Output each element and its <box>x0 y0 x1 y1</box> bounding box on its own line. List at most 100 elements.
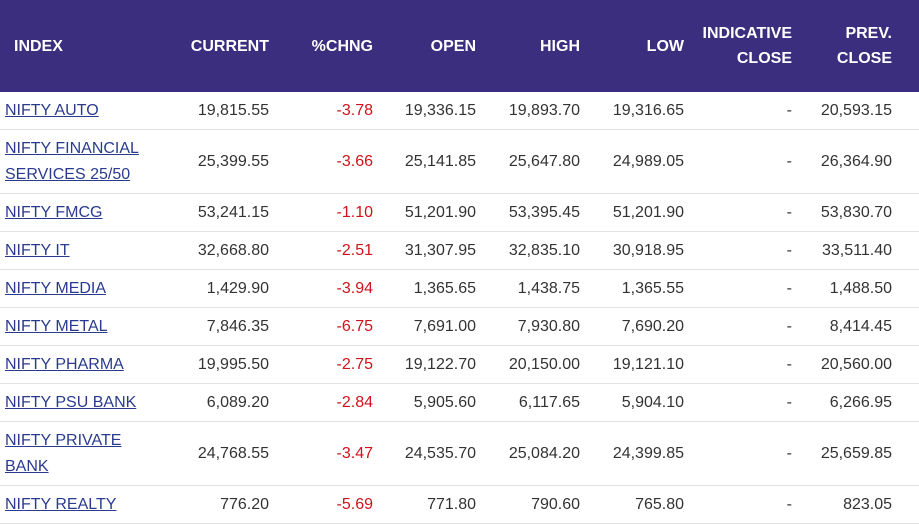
index-link[interactable]: NIFTY MEDIA <box>5 279 107 297</box>
table-row: NIFTY PRIVATE BANK 24,768.55 -3.47 24,535.7… <box>0 421 919 486</box>
index-link[interactable]: NIFTY REALTY <box>5 495 117 513</box>
value-cell: 19,122.70 <box>373 345 476 384</box>
value-cell: -3.94 <box>269 269 373 308</box>
value-cell: 25,141.85 <box>373 129 476 194</box>
value-cell: 1,365.65 <box>373 269 476 308</box>
value-cell: 20,150.00 <box>476 345 580 384</box>
table-body: NIFTY AUTO 19,815.55 -3.78 19,336.15 19,893.… <box>0 92 919 524</box>
column-header[interactable]: CURRENT <box>160 0 269 92</box>
value-cell: 7,930.80 <box>476 307 580 346</box>
value-cell: -6.75 <box>269 307 373 346</box>
table-row: NIFTY AUTO 19,815.55 -3.78 19,336.15 19,893.… <box>0 92 919 130</box>
value-cell: 7,690.20 <box>580 307 684 346</box>
value-cell: 51,201.90 <box>580 193 684 232</box>
value-cell: 25,399.55 <box>160 129 269 194</box>
header-row: INDEX CURRENT %CHNG OPEN HIGH LOW INDICATIVE C… <box>0 0 919 92</box>
value-cell: -2.51 <box>269 231 373 270</box>
value-cell: 8,414.45 <box>792 307 919 346</box>
column-header[interactable]: INDICATIVE CLOSE <box>684 0 792 92</box>
value-cell: 5,904.10 <box>580 383 684 422</box>
value-cell: 53,241.15 <box>160 193 269 232</box>
value-cell: 31,307.95 <box>373 231 476 270</box>
value-cell: 32,835.10 <box>476 231 580 270</box>
value-cell: 6,117.65 <box>476 383 580 422</box>
value-cell: -3.78 <box>269 92 373 130</box>
column-header[interactable]: INDEX <box>0 0 160 92</box>
value-cell: - <box>684 269 792 308</box>
column-header-label: CURRENT <box>190 37 269 55</box>
index-link[interactable]: NIFTY AUTO <box>5 101 99 119</box>
index-link[interactable]: NIFTY PRIVATE BANK <box>5 431 122 475</box>
value-cell: 765.80 <box>580 485 684 524</box>
value-cell: 19,893.70 <box>476 92 580 130</box>
table-row: NIFTY PSU BANK 6,089.20 -2.84 5,905.60 6,117… <box>0 383 919 422</box>
column-header[interactable]: OPEN <box>373 0 476 92</box>
table-row: NIFTY PHARMA 19,995.50 -2.75 19,122.70 20,15… <box>0 345 919 384</box>
column-header-label: OPEN <box>430 37 476 55</box>
value-cell: 19,336.15 <box>373 92 476 130</box>
value-cell: 6,089.20 <box>160 383 269 422</box>
value-cell: - <box>684 193 792 232</box>
index-link[interactable]: NIFTY PSU BANK <box>5 393 137 411</box>
index-cell: NIFTY AUTO <box>0 92 160 130</box>
value-cell: 53,830.70 <box>792 193 919 232</box>
value-cell: 24,768.55 <box>160 421 269 486</box>
column-header-label: PREV. CLOSE <box>836 25 893 67</box>
value-cell: 25,659.85 <box>792 421 919 486</box>
value-cell: - <box>684 345 792 384</box>
index-cell: NIFTY FMCG <box>0 193 160 232</box>
index-cell: NIFTY MEDIA <box>0 269 160 308</box>
index-cell: NIFTY PRIVATE BANK <box>0 421 160 486</box>
value-cell: 32,668.80 <box>160 231 269 270</box>
value-cell: 19,815.55 <box>160 92 269 130</box>
index-cell: NIFTY FINANCIAL SERVICES 25/50 <box>0 129 160 194</box>
column-header[interactable]: HIGH <box>476 0 580 92</box>
column-header[interactable]: %CHNG <box>269 0 373 92</box>
value-cell: 51,201.90 <box>373 193 476 232</box>
value-cell: - <box>684 307 792 346</box>
index-link[interactable]: NIFTY FINANCIAL SERVICES 25/50 <box>5 139 139 183</box>
value-cell: - <box>684 485 792 524</box>
column-header-label: INDEX <box>14 37 63 55</box>
index-link[interactable]: NIFTY PHARMA <box>5 355 124 373</box>
value-cell: 6,266.95 <box>792 383 919 422</box>
value-cell: 823.05 <box>792 485 919 524</box>
column-header[interactable]: LOW <box>580 0 684 92</box>
value-cell: 7,691.00 <box>373 307 476 346</box>
table-row: NIFTY METAL 7,846.35 -6.75 7,691.00 7,930.80… <box>0 307 919 346</box>
value-cell: 24,399.85 <box>580 421 684 486</box>
index-cell: NIFTY REALTY <box>0 485 160 524</box>
value-cell: -2.84 <box>269 383 373 422</box>
index-link[interactable]: NIFTY IT <box>5 241 70 259</box>
value-cell: -3.66 <box>269 129 373 194</box>
table-row: NIFTY IT 32,668.80 -2.51 31,307.95 32,835.10… <box>0 231 919 270</box>
value-cell: 53,395.45 <box>476 193 580 232</box>
column-header[interactable]: PREV. CLOSE <box>792 0 919 92</box>
value-cell: 33,511.40 <box>792 231 919 270</box>
index-cell: NIFTY PSU BANK <box>0 383 160 422</box>
value-cell: -5.69 <box>269 485 373 524</box>
value-cell: - <box>684 421 792 486</box>
table-row: NIFTY FINANCIAL SERVICES 25/50 25,399.55-… <box>0 129 919 194</box>
column-header-label: INDICATIVE CLOSE <box>702 25 792 67</box>
index-cell: NIFTY IT <box>0 231 160 270</box>
value-cell: 26,364.90 <box>792 129 919 194</box>
column-header-label: HIGH <box>540 37 580 55</box>
table-row: NIFTY REALTY 776.20 -5.69 771.80 790.60 765.8… <box>0 485 919 524</box>
value-cell: 30,918.95 <box>580 231 684 270</box>
column-header-label: LOW <box>646 37 684 55</box>
index-link[interactable]: NIFTY FMCG <box>5 203 103 221</box>
value-cell: 771.80 <box>373 485 476 524</box>
value-cell: 24,989.05 <box>580 129 684 194</box>
value-cell: - <box>684 231 792 270</box>
value-cell: 19,121.10 <box>580 345 684 384</box>
value-cell: 25,647.80 <box>476 129 580 194</box>
value-cell: 1,488.50 <box>792 269 919 308</box>
value-cell: -2.75 <box>269 345 373 384</box>
value-cell: 25,084.20 <box>476 421 580 486</box>
value-cell: - <box>684 92 792 130</box>
value-cell: 790.60 <box>476 485 580 524</box>
index-link[interactable]: NIFTY METAL <box>5 317 108 335</box>
